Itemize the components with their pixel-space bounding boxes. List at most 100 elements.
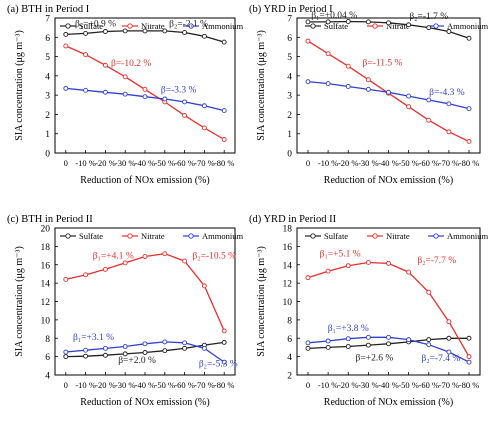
- y-axis-label: SIA concentration (μg m⁻³): [256, 246, 267, 357]
- y-tick-label: 2: [287, 111, 292, 121]
- panel-title: (c) BTH in Period II: [7, 214, 93, 225]
- y-tick-label: 0: [287, 150, 292, 160]
- data-point: [406, 337, 412, 343]
- y-tick-label: 14: [41, 280, 51, 290]
- x-tick-label: 0: [306, 380, 310, 390]
- data-point: [325, 51, 331, 57]
- beta-annotation: β₁=+3.8 %: [328, 324, 369, 334]
- data-point: [305, 340, 311, 346]
- y-tick-label: 10: [41, 316, 51, 326]
- data-point: [102, 89, 108, 95]
- data-point: [63, 85, 69, 91]
- x-tick-label: -50 %: [398, 158, 419, 168]
- data-point: [466, 106, 472, 112]
- data-point: [365, 86, 371, 92]
- data-point: [102, 29, 108, 34]
- legend-label: Ammonium: [447, 231, 488, 241]
- legend-marker: [433, 233, 439, 239]
- data-point: [446, 29, 452, 34]
- data-point: [406, 22, 412, 28]
- y-tick-label: 10: [283, 298, 293, 308]
- x-tick-label: -50 %: [155, 158, 176, 168]
- x-tick-label: -20 %: [95, 380, 116, 390]
- data-point: [83, 87, 89, 93]
- data-point: [466, 354, 472, 360]
- y-tick-label: 8: [45, 335, 50, 345]
- beta-annotation: β₁=+0.9 %: [75, 20, 116, 30]
- legend-marker: [188, 233, 194, 239]
- beta-annotation: β₂=-5.3 %: [199, 360, 238, 370]
- x-tick-label: 0: [306, 158, 310, 168]
- x-tick-label: -10 %: [318, 158, 339, 168]
- x-tick-label: -70 %: [194, 158, 215, 168]
- data-point: [201, 125, 207, 131]
- data-point: [63, 31, 69, 37]
- legend-label: Nitrate: [386, 231, 410, 241]
- x-tick-label: -70 %: [439, 158, 460, 168]
- panel-title: (b) YRD in Period I: [249, 4, 333, 15]
- data-point: [365, 77, 371, 83]
- x-tick-label: -40 %: [135, 380, 156, 390]
- data-point: [386, 260, 391, 266]
- x-tick-label: -30 %: [358, 158, 379, 168]
- y-tick-label: 7: [287, 15, 292, 25]
- data-point: [466, 359, 472, 365]
- data-point: [426, 289, 432, 295]
- data-point: [142, 254, 148, 259]
- beta-annotation: β₁=+3.1 %: [73, 333, 114, 343]
- data-point: [345, 19, 351, 24]
- data-point: [305, 345, 311, 351]
- legend-marker: [372, 23, 378, 29]
- data-point: [102, 345, 108, 351]
- legend-label: Sulfate: [79, 21, 103, 31]
- legend-label: Nitrate: [386, 21, 410, 31]
- panel-1: (b) YRD in Period I 0 1 2 3 4 5 6 7 0 -10 % -20 % -3…: [249, 4, 488, 186]
- data-point: [182, 345, 188, 351]
- data-point: [426, 342, 432, 348]
- beta-annotation: β₁=+4.1 %: [93, 251, 134, 261]
- data-point: [162, 96, 168, 102]
- legend-label: Sulfate: [324, 21, 348, 31]
- y-axis-label: SIA concentration (μg m⁻³): [256, 30, 267, 141]
- data-point: [142, 94, 148, 100]
- y-tick-label: 16: [41, 261, 51, 271]
- x-tick-label: 0: [64, 158, 68, 168]
- x-tick-label: -60 %: [174, 158, 195, 168]
- legend-marker: [65, 23, 71, 29]
- y-axis-label: SIA concentration (μg m⁻³): [14, 246, 25, 357]
- panel-2: (c) BTH in Period II 4 6 8 10 12 14 16 18 20 0 -10 …: [7, 214, 243, 408]
- y-tick-label: 6: [287, 335, 292, 345]
- beta-annotation: β=-11.5 %: [363, 58, 403, 68]
- data-point: [83, 353, 89, 359]
- data-point: [446, 335, 452, 341]
- x-axis-label: Reduction of NOx emission (%): [324, 175, 453, 186]
- x-tick-label: -20 %: [338, 158, 359, 168]
- legend-label: Sulfate: [79, 231, 103, 241]
- data-point: [221, 359, 227, 365]
- data-point: [446, 129, 452, 135]
- data-point: [162, 251, 168, 257]
- x-tick-label: -30 %: [358, 380, 379, 390]
- data-point: [122, 260, 128, 266]
- data-point: [221, 137, 227, 142]
- y-tick-label: 3: [45, 92, 50, 102]
- data-point: [122, 351, 128, 357]
- data-point: [466, 138, 472, 144]
- x-tick-label: -60 %: [418, 158, 439, 168]
- beta-annotation: β=+2.6 %: [356, 353, 394, 363]
- legend-label: Nitrate: [141, 231, 165, 241]
- x-tick-label: -50 %: [398, 380, 419, 390]
- x-tick-label: -80 %: [459, 380, 480, 390]
- legend-marker: [310, 233, 316, 239]
- data-point: [162, 348, 168, 354]
- legend-label: Sulfate: [324, 231, 348, 241]
- beta-annotation: β₂=-10.5 %: [193, 251, 237, 261]
- data-point: [386, 20, 391, 26]
- y-tick-label: 12: [41, 298, 51, 308]
- x-tick-label: -80 %: [214, 158, 235, 168]
- data-point: [305, 19, 311, 25]
- y-tick-label: 8: [287, 316, 292, 326]
- data-point: [345, 344, 351, 349]
- data-point: [305, 38, 311, 44]
- series-line-nitrate: [65, 253, 225, 332]
